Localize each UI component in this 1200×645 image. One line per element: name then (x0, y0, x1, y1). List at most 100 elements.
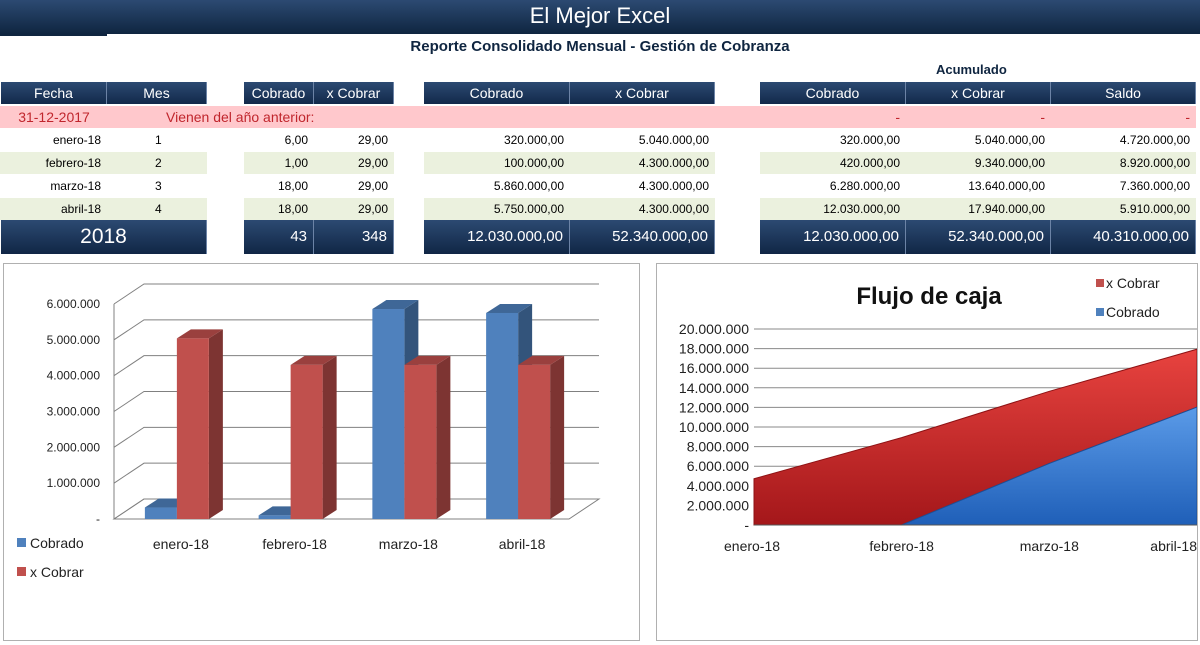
cell-cobrado-amt[interactable]: 5.860.000,00 (493, 179, 564, 193)
legend-label-cobrado: Cobrado (1106, 304, 1160, 320)
bar-cobrado (372, 300, 419, 519)
x-tick-label: marzo-18 (1020, 538, 1079, 554)
bar-chart-panel[interactable]: - 1.000.000 2.000.000 3.000.000 4.000.000 5.0… (3, 263, 640, 641)
bar-front (258, 515, 291, 519)
cell-cobrado-qty[interactable]: 18,00 (277, 202, 308, 216)
cell-xcobrar-amt[interactable]: 4.300.000,00 (638, 156, 709, 170)
app-title: El Mejor Excel (529, 3, 671, 28)
bar-top (518, 355, 565, 365)
x-tick-label: abril-18 (499, 536, 546, 552)
legend-label-xcobrar: x Cobrar (1106, 275, 1160, 291)
cell-fecha[interactable]: marzo-18 (50, 179, 101, 193)
legend-swatch-cobrado (1096, 308, 1104, 316)
y-tick-label: - (744, 517, 749, 533)
bar-front (176, 338, 209, 519)
cell-xcobrar-qty[interactable]: 29,00 (357, 133, 388, 147)
bar-chart: - 1.000.000 2.000.000 3.000.000 4.000.000 5.0… (17, 283, 601, 580)
cell-xcobrar-amt[interactable]: 4.300.000,00 (638, 202, 709, 216)
cell-fecha[interactable]: febrero-18 (45, 156, 101, 170)
total-xcobrar-amt: 52.340.000,00 (570, 220, 715, 254)
header-cobrado-qty: Cobrado (244, 82, 314, 104)
report-title: Reporte Consolidado Mensual - Gestión de… (410, 38, 790, 55)
cell-acum-xcobrar[interactable]: 17.940.000,00 (968, 202, 1045, 216)
y-tick-label: 5.000.000 (47, 333, 101, 347)
bar-top (290, 355, 337, 365)
total-year: 2018 (1, 220, 207, 254)
cell-acum-saldo[interactable]: 7.360.000,00 (1119, 179, 1190, 193)
cell-cobrado-qty[interactable]: 18,00 (277, 179, 308, 193)
cell-fecha[interactable]: abril-18 (60, 202, 101, 216)
title-banner (0, 0, 1200, 34)
cell-acum-xcobrar[interactable]: 5.040.000,00 (974, 133, 1045, 147)
row-band (0, 152, 207, 174)
bar-side (208, 329, 223, 519)
bar-top (372, 300, 419, 310)
bar-side (322, 355, 337, 519)
legend-label-xcobrar: x Cobrar (30, 564, 84, 580)
cell-acum-cobrado[interactable]: 6.280.000,00 (829, 179, 900, 193)
header-acum-saldo: Saldo (1051, 82, 1196, 104)
prior-label: Vienen del año anterior: (166, 109, 315, 125)
cell-cobrado-amt[interactable]: 320.000,00 (503, 133, 564, 147)
bar-top (486, 303, 533, 313)
cell-xcobrar-amt[interactable]: 5.040.000,00 (638, 133, 709, 147)
cell-cobrado-qty[interactable]: 1,00 (284, 156, 308, 170)
y-tick-label: 20.000.000 (679, 321, 749, 337)
cell-mes[interactable]: 4 (155, 202, 162, 216)
bar-front (486, 312, 519, 519)
y-tick-label: 10.000.000 (679, 419, 749, 435)
area-chart: Flujo de caja - 2.000.000 4.000.000 6.000.00… (679, 275, 1198, 554)
bar-front (290, 364, 323, 519)
bar-side (550, 355, 565, 519)
cell-acum-cobrado[interactable]: 420.000,00 (839, 156, 900, 170)
y-tick-label: 14.000.000 (679, 380, 749, 396)
cell-cobrado-qty[interactable]: 6,00 (284, 133, 308, 147)
header-mes: Mes (107, 82, 207, 104)
cell-mes[interactable]: 2 (155, 156, 162, 170)
bar-top (404, 355, 451, 365)
y-tick-label: 2.000.000 (47, 440, 101, 454)
gridline (113, 355, 599, 377)
cell-xcobrar-amt[interactable]: 4.300.000,00 (638, 179, 709, 193)
prior-fecha: 31-12-2017 (18, 109, 90, 125)
x-tick-label: enero-18 (153, 536, 209, 552)
bar-front (518, 364, 551, 519)
cell-acum-saldo[interactable]: 8.920.000,00 (1119, 156, 1190, 170)
row-band (0, 198, 207, 220)
y-tick-label: 2.000.000 (687, 497, 749, 513)
prior-acum-xcobrar: - (1040, 109, 1045, 125)
cell-acum-xcobrar[interactable]: 13.640.000,00 (968, 179, 1045, 193)
bar-front (144, 507, 177, 519)
y-tick-label: 16.000.000 (679, 360, 749, 376)
row-band (424, 198, 715, 220)
header-fecha: Fecha (1, 82, 107, 104)
acumulado-label: Acumulado (936, 62, 1007, 77)
total-xcobrar-qty: 348 (314, 220, 394, 254)
header-cobrado-amt: Cobrado (424, 82, 570, 104)
cell-cobrado-amt[interactable]: 100.000,00 (503, 156, 564, 170)
cell-acum-cobrado[interactable]: 12.030.000,00 (823, 202, 900, 216)
total-acum-cobrado: 12.030.000,00 (760, 220, 906, 254)
cell-mes[interactable]: 1 (155, 133, 162, 147)
y-tick-label: 6.000.000 (47, 297, 101, 311)
cell-xcobrar-qty[interactable]: 29,00 (357, 202, 388, 216)
cell-xcobrar-qty[interactable]: 29,00 (357, 179, 388, 193)
cell-xcobrar-qty[interactable]: 29,00 (357, 156, 388, 170)
cell-acum-saldo[interactable]: 4.720.000,00 (1119, 133, 1190, 147)
cell-acum-xcobrar[interactable]: 9.340.000,00 (974, 156, 1045, 170)
legend-label-cobrado: Cobrado (30, 535, 84, 551)
y-tick-label: 8.000.000 (687, 439, 749, 455)
bar-top (176, 329, 223, 339)
cell-fecha[interactable]: enero-18 (52, 133, 101, 147)
x-tick-label: febrero-18 (869, 538, 934, 554)
bar-front (372, 309, 405, 519)
legend-swatch-xcobrar (1096, 279, 1104, 287)
area-chart-panel[interactable]: Flujo de caja - 2.000.000 4.000.000 6.000.00… (656, 263, 1198, 641)
cell-acum-saldo[interactable]: 5.910.000,00 (1119, 202, 1190, 216)
bar-xcobrar (290, 355, 337, 519)
cell-cobrado-amt[interactable]: 5.750.000,00 (493, 202, 564, 216)
cell-mes[interactable]: 3 (155, 179, 162, 193)
bar-xcobrar (176, 329, 223, 519)
cell-acum-cobrado[interactable]: 320.000,00 (839, 133, 900, 147)
row-band (760, 198, 1196, 220)
